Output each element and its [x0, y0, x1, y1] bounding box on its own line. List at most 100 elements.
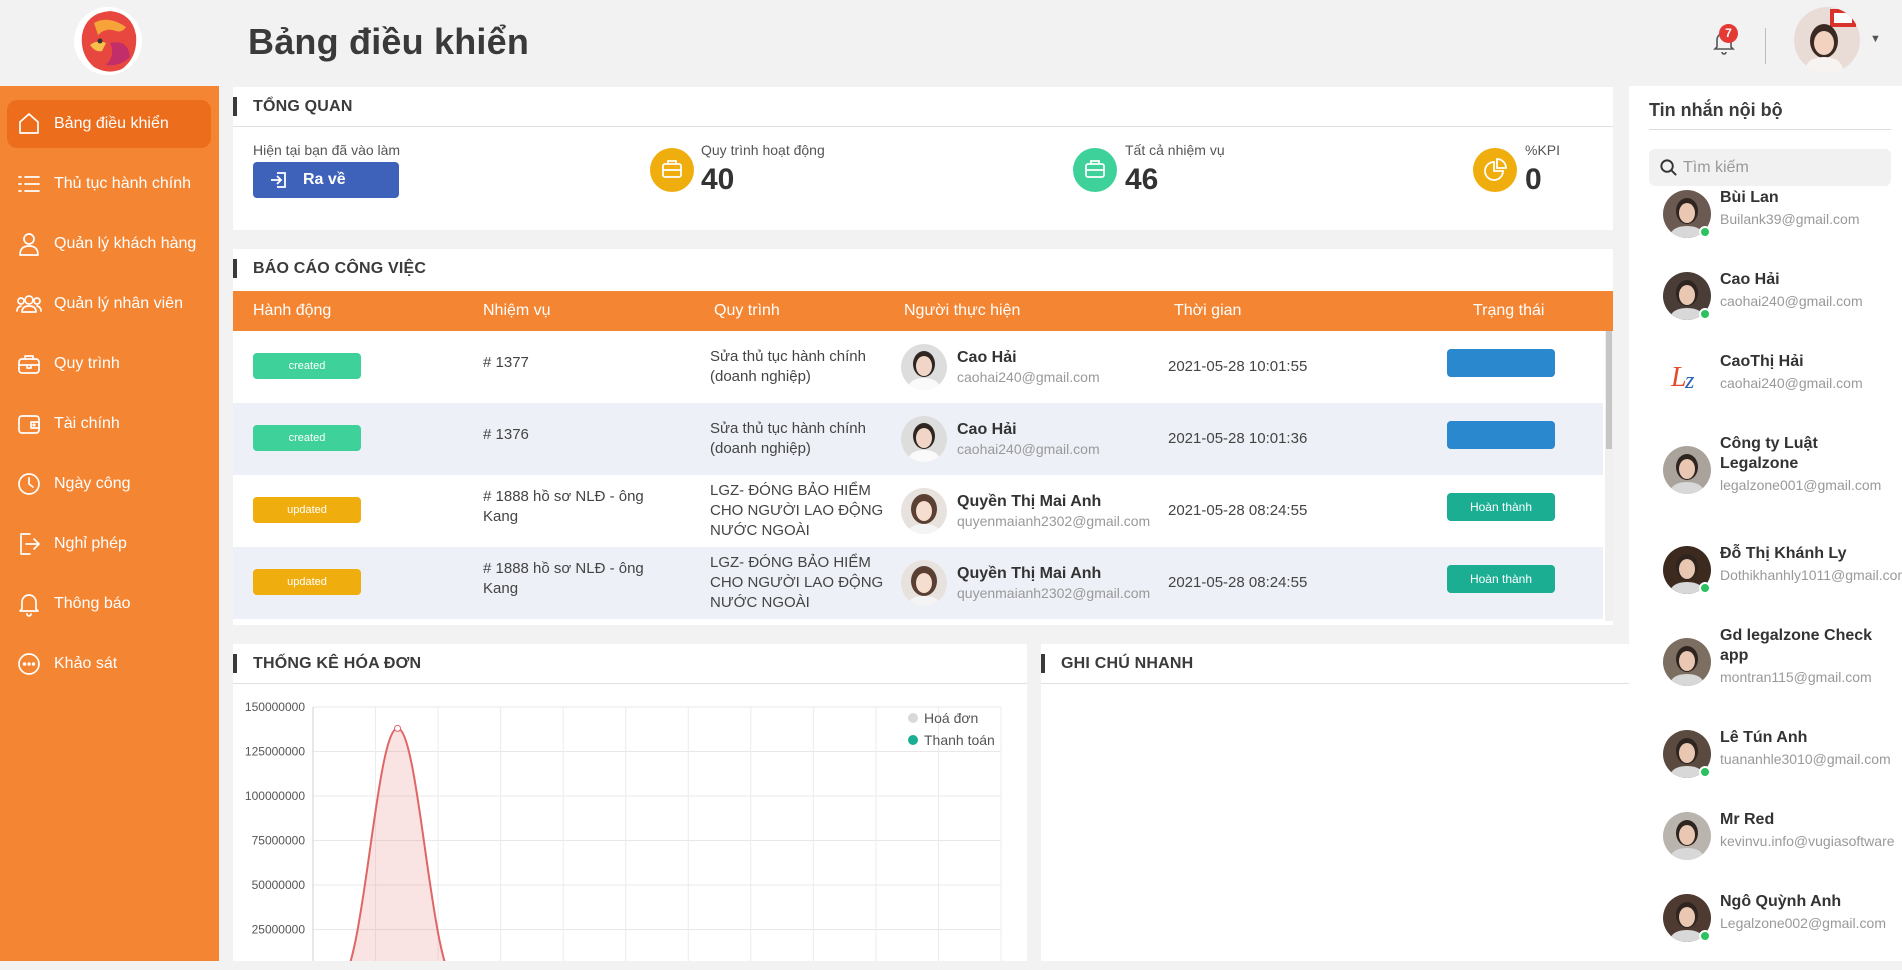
task-cell[interactable]: # 1377 [483, 354, 529, 371]
table-row[interactable]: updated # 1888 hồ sơ NLĐ - ông Kang LGZ-… [233, 547, 1603, 619]
online-status-dot [1699, 226, 1711, 238]
overview-title: TỔNG QUAN [253, 98, 353, 115]
contact-email: caohai240@gmail.com [1720, 375, 1863, 391]
table-header: Hành động Nhiệm vụ Quy trình Người thực … [233, 291, 1613, 331]
avatar [901, 416, 947, 462]
tasks-value: 46 [1125, 163, 1159, 196]
y-tick-label: 100000000 [245, 789, 305, 803]
sidebar-item-finance[interactable]: Tài chính [7, 400, 211, 448]
action-badge: created [253, 425, 361, 451]
sidebar-item-workdays[interactable]: Ngày công [7, 460, 211, 508]
person-name: Cao Hải [957, 349, 1017, 366]
overview-header: TỔNG QUAN [233, 87, 1613, 127]
contact-name: CaoThị Hải [1720, 353, 1804, 370]
sidebar-item-label: Tài chính [54, 415, 120, 432]
sidebar-item-label: Bảng điều khiển [54, 115, 169, 132]
sidebar-item-leave[interactable]: Nghỉ phép [7, 520, 211, 568]
title-bar [233, 654, 237, 673]
task-cell[interactable]: # 1888 hồ sơ NLĐ - ông Kang [483, 560, 644, 597]
sidebar-item-label: Thủ tục hành chính [54, 175, 191, 192]
avatar [1663, 730, 1711, 778]
column-header: Thời gian [1174, 302, 1242, 319]
chat-contact[interactable]: Mr Red kevinvu.info@vugiasoftware [1629, 808, 1902, 888]
internal-chat-panel: Tin nhắn nội bộ Bùi Lan Builank39@gmail.c… [1629, 86, 1902, 961]
column-header: Nhiệm vụ [483, 302, 551, 319]
process-briefcase-icon [650, 148, 694, 192]
page-title: Bảng điều khiển [248, 21, 530, 62]
sidebar-item-staff[interactable]: Quản lý nhân viên [7, 280, 211, 328]
lion-logo[interactable] [72, 5, 144, 77]
chat-contact[interactable]: Lê Tún Anh tuananhle3010@gmail.com [1629, 726, 1902, 806]
divider [1649, 129, 1891, 130]
sidebar-item-processes[interactable]: Quy trình [7, 340, 211, 388]
person-email: quyenmaianh2302@gmail.com [957, 585, 1151, 601]
process-cell: LGZ- ĐÓNG BẢO HIỂM CHO NGƯỜI LAO ĐỘNG NƯ… [710, 482, 884, 539]
sign-out-icon [271, 172, 286, 188]
sidebar-item-label: Quản lý khách hàng [54, 235, 197, 252]
quick-note-area[interactable] [1041, 685, 1629, 961]
sidebar-item-admin-procedures[interactable]: Thủ tục hành chính [7, 160, 211, 208]
table-row[interactable]: created # 1377 Sửa thủ tục hành chính (d… [233, 331, 1603, 403]
processes-value: 40 [701, 163, 735, 196]
avatar [1663, 894, 1711, 942]
time-cell: 2021-05-28 08:24:55 [1168, 502, 1308, 519]
online-status-dot [1699, 582, 1711, 594]
sidebar-item-dashboard[interactable]: Bảng điều khiển [7, 100, 211, 148]
legend-label: Thanh toán [924, 732, 995, 748]
invoice-chart[interactable]: 150000000 125000000 100000000 75000000 50000… [233, 684, 1027, 961]
chat-contact[interactable]: Công ty Luật Legalzone legalzone001@gmail… [1629, 432, 1902, 512]
person-name: Cao Hải [957, 421, 1017, 438]
chat-search-box [1649, 149, 1891, 186]
user-avatar[interactable] [1794, 7, 1860, 73]
table-row[interactable]: created # 1376 Sửa thủ tục hành chính (d… [233, 403, 1603, 475]
sidebar-item-notifications[interactable]: Thông báo [7, 580, 211, 628]
contact-email: tuananhle3010@gmail.com [1720, 751, 1891, 767]
chat-search-input[interactable] [1683, 155, 1883, 180]
home-icon [16, 111, 42, 137]
chat-contact[interactable]: Đỗ Thị Khánh Ly Dothikhanhly1011@gmail.co… [1629, 542, 1902, 622]
chat-contact[interactable]: Cao Hải caohai240@gmail.com [1629, 268, 1902, 348]
quick-note-title: GHI CHÚ NHANH [1061, 655, 1194, 672]
table-scrollbar[interactable] [1605, 331, 1613, 621]
contact-name: Gd legalzone Check app [1720, 627, 1873, 664]
contact-name: Đỗ Thị Khánh Ly [1720, 545, 1847, 562]
user-icon [16, 231, 42, 257]
task-cell[interactable]: # 1376 [483, 426, 529, 443]
avatar [901, 344, 947, 390]
time-cell: 2021-05-28 10:01:36 [1168, 430, 1308, 447]
avatar [1663, 638, 1711, 686]
contact-name: Mr Red [1720, 811, 1775, 828]
online-status-dot [1699, 308, 1711, 320]
person-name: Quyền Thị Mai Anh [957, 493, 1102, 510]
chevron-down-icon[interactable]: ▼ [1870, 33, 1881, 45]
chat-contact[interactable]: Bùi Lan Builank39@gmail.com [1629, 186, 1902, 266]
time-cell: 2021-05-28 08:24:55 [1168, 574, 1308, 591]
contact-name: Ngô Quỳnh Anh [1720, 893, 1842, 910]
task-cell[interactable]: # 1888 hồ sơ NLĐ - ông Kang [483, 488, 644, 525]
sidebar-item-customers[interactable]: Quản lý khách hàng [7, 220, 211, 268]
svg-text:z: z [1684, 368, 1695, 394]
chat-contact[interactable]: Ngô Quỳnh Anh Legalzone002@gmail.com [1629, 890, 1902, 970]
briefcase-icon [16, 351, 42, 377]
contact-name: Bùi Lan [1720, 189, 1779, 206]
contact-email: montran115@gmail.com [1720, 669, 1872, 685]
quick-note-card: GHI CHÚ NHANH [1041, 644, 1629, 961]
sidebar-item-survey[interactable]: Khảo sát [7, 640, 211, 688]
table-scrollbar-thumb[interactable] [1606, 331, 1612, 449]
y-tick-label: 25000000 [252, 923, 306, 937]
checkout-button[interactable]: Ra về [253, 162, 399, 198]
kpi-label: %KPI [1525, 142, 1561, 158]
wallet-icon [16, 411, 42, 437]
title-bar [233, 259, 237, 278]
process-cell: Sửa thủ tục hành chính (doanh nghiệp) [710, 348, 866, 385]
sidebar-item-label: Khảo sát [54, 655, 118, 672]
chat-contact[interactable]: Gd legalzone Check app montran115@gmail.c… [1629, 624, 1902, 704]
table-row[interactable]: updated # 1888 hồ sơ NLĐ - ông Kang LGZ-… [233, 475, 1603, 547]
chat-title: Tin nhắn nội bộ [1649, 100, 1783, 120]
process-cell: Sửa thủ tục hành chính (doanh nghiệp) [710, 420, 866, 457]
legend-marker [908, 713, 918, 723]
invoice-title: THỐNG KÊ HÓA ĐƠN [253, 655, 422, 672]
action-badge: created [253, 353, 361, 379]
